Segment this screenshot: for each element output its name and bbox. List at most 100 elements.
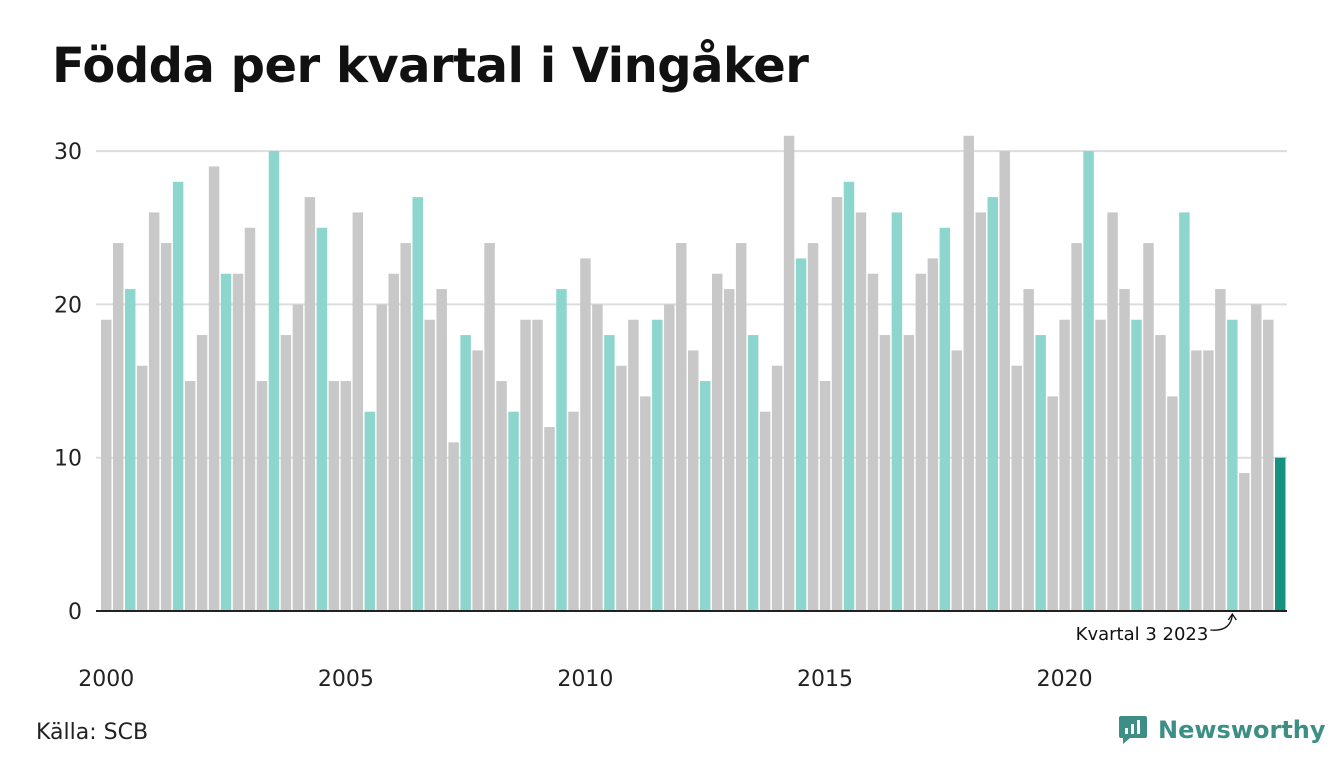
x-axis-ticks: 2000 2005 2010 2015 2020 bbox=[78, 667, 1092, 692]
bar bbox=[927, 258, 939, 611]
bar bbox=[1263, 319, 1274, 611]
y-tick-label: 20 bbox=[54, 293, 82, 318]
bar bbox=[280, 335, 292, 611]
bar bbox=[843, 181, 855, 611]
bar bbox=[1155, 335, 1166, 611]
bar bbox=[316, 227, 328, 611]
bar bbox=[496, 381, 507, 611]
annotation: Kvartal 3 2023 bbox=[1076, 612, 1237, 645]
bar bbox=[819, 381, 831, 611]
bar bbox=[244, 227, 256, 611]
bar bbox=[999, 151, 1010, 611]
bar bbox=[831, 197, 843, 611]
x-tick-label: 2000 bbox=[78, 667, 134, 692]
brand-name: Newsworthy bbox=[1158, 716, 1326, 744]
bar bbox=[304, 197, 316, 611]
bar bbox=[1083, 151, 1094, 611]
bar bbox=[688, 350, 699, 611]
x-tick-label: 2015 bbox=[797, 667, 853, 692]
bar bbox=[220, 273, 232, 611]
bar bbox=[532, 319, 543, 611]
bar bbox=[268, 151, 280, 611]
bar bbox=[939, 227, 951, 611]
bar bbox=[1275, 457, 1286, 611]
bar bbox=[1023, 289, 1034, 611]
bar bbox=[652, 319, 663, 611]
bar bbox=[484, 243, 495, 611]
bar bbox=[1071, 243, 1082, 611]
bar bbox=[400, 243, 411, 611]
bar bbox=[124, 289, 136, 611]
annotation-arrow bbox=[1210, 614, 1233, 631]
newsworthy-logo-icon bbox=[1119, 716, 1147, 744]
bar bbox=[364, 411, 376, 611]
bar bbox=[1119, 289, 1130, 611]
bar bbox=[1251, 304, 1262, 611]
bar bbox=[975, 212, 987, 612]
bar bbox=[604, 335, 615, 611]
bar bbox=[460, 335, 471, 611]
bar bbox=[292, 304, 304, 611]
bar bbox=[196, 335, 208, 611]
bar bbox=[184, 381, 196, 611]
bar bbox=[771, 365, 783, 611]
bar bbox=[1203, 350, 1214, 611]
bar bbox=[1179, 212, 1190, 612]
bar bbox=[1143, 243, 1154, 611]
bar bbox=[208, 166, 220, 611]
bar bbox=[508, 411, 519, 611]
bar bbox=[1215, 289, 1226, 611]
annotation-label: Kvartal 3 2023 bbox=[1076, 624, 1209, 645]
bar bbox=[915, 273, 927, 611]
bar bbox=[1095, 319, 1106, 611]
bar bbox=[1191, 350, 1202, 611]
bar bbox=[520, 319, 531, 611]
chart-title: Födda per kvartal i Vingåker bbox=[52, 38, 809, 94]
bar bbox=[376, 304, 388, 611]
bar bbox=[1239, 473, 1250, 611]
x-tick-label: 2010 bbox=[557, 667, 613, 692]
bar bbox=[556, 289, 567, 611]
bars bbox=[101, 135, 1286, 612]
bar bbox=[256, 381, 268, 611]
bar bbox=[424, 319, 435, 611]
bar bbox=[879, 335, 891, 611]
bar bbox=[903, 335, 915, 611]
bar bbox=[711, 273, 723, 611]
y-tick-label: 0 bbox=[68, 600, 82, 625]
bar bbox=[448, 442, 459, 611]
bar bbox=[735, 243, 747, 611]
bar bbox=[891, 212, 903, 612]
x-tick-label: 2005 bbox=[318, 667, 374, 692]
bar bbox=[592, 304, 603, 611]
bar bbox=[412, 197, 423, 611]
bar bbox=[101, 319, 112, 611]
bar bbox=[568, 411, 579, 611]
y-axis-ticks: 0 10 20 30 bbox=[54, 140, 82, 625]
bar bbox=[951, 350, 963, 611]
bar bbox=[699, 381, 711, 611]
bar bbox=[963, 135, 975, 611]
bar bbox=[172, 181, 184, 611]
bar bbox=[807, 243, 819, 611]
bar bbox=[987, 197, 998, 611]
y-tick-label: 30 bbox=[54, 140, 82, 165]
bar bbox=[795, 258, 807, 611]
bar bbox=[867, 273, 879, 611]
bar bbox=[472, 350, 483, 611]
bar bbox=[1131, 319, 1142, 611]
bar bbox=[388, 273, 399, 611]
bar bbox=[1227, 319, 1238, 611]
bar bbox=[747, 335, 759, 611]
bar bbox=[1047, 396, 1058, 611]
bar bbox=[352, 212, 364, 612]
bar bbox=[616, 365, 627, 611]
bar bbox=[723, 289, 735, 611]
bar bbox=[640, 396, 651, 611]
bar bbox=[783, 135, 795, 611]
bar bbox=[160, 243, 172, 611]
bar bbox=[1035, 335, 1046, 611]
brand-logo[interactable]: Newsworthy bbox=[1118, 714, 1326, 746]
bar bbox=[1011, 365, 1022, 611]
